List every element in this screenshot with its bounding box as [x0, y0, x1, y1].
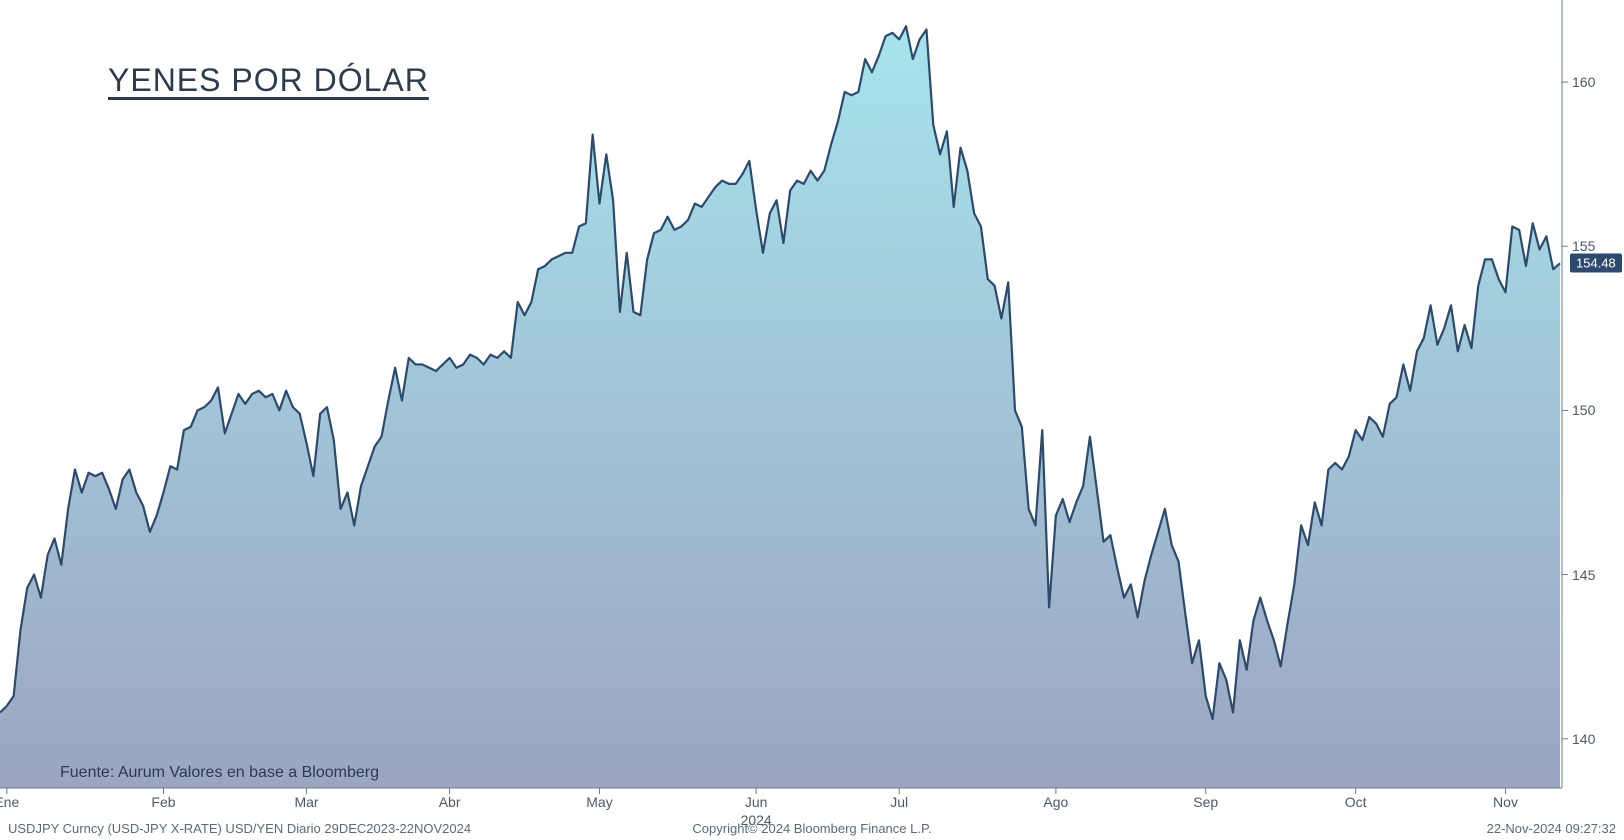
y-tick-label: 145 [1572, 567, 1595, 583]
x-tick-label: Jul [890, 794, 908, 810]
source-text: Fuente: Aurum Valores en base a Bloomber… [60, 764, 379, 782]
x-tick-label: Mar [294, 794, 318, 810]
x-tick-label: Ene [0, 794, 19, 810]
y-tick-label: 155 [1572, 238, 1595, 254]
y-tick-label: 160 [1572, 74, 1595, 90]
x-tick-label: May [586, 794, 612, 810]
last-value-badge: 154.48 [1570, 254, 1622, 273]
chart-svg [0, 0, 1624, 840]
y-tick-label: 150 [1572, 402, 1595, 418]
x-tick-label: Jun [745, 794, 768, 810]
y-tick-label: 140 [1572, 731, 1595, 747]
x-tick-label: Sep [1193, 794, 1218, 810]
chart-container: YENES POR DÓLAR Fuente: Aurum Valores en… [0, 0, 1624, 840]
footer-center: Copyright© 2024 Bloomberg Finance L.P. [692, 821, 931, 836]
chart-title: YENES POR DÓLAR [108, 62, 429, 99]
x-tick-label: Feb [151, 794, 175, 810]
x-tick-label: 2024 [741, 812, 772, 828]
footer-right: 22-Nov-2024 09:27:32 [1487, 821, 1616, 836]
footer-left: USDJPY Curncy (USD-JPY X-RATE) USD/YEN D… [8, 821, 471, 836]
x-tick-label: Nov [1493, 794, 1518, 810]
x-tick-label: Oct [1345, 794, 1367, 810]
x-tick-label: Ago [1043, 794, 1068, 810]
x-tick-label: Abr [439, 794, 461, 810]
